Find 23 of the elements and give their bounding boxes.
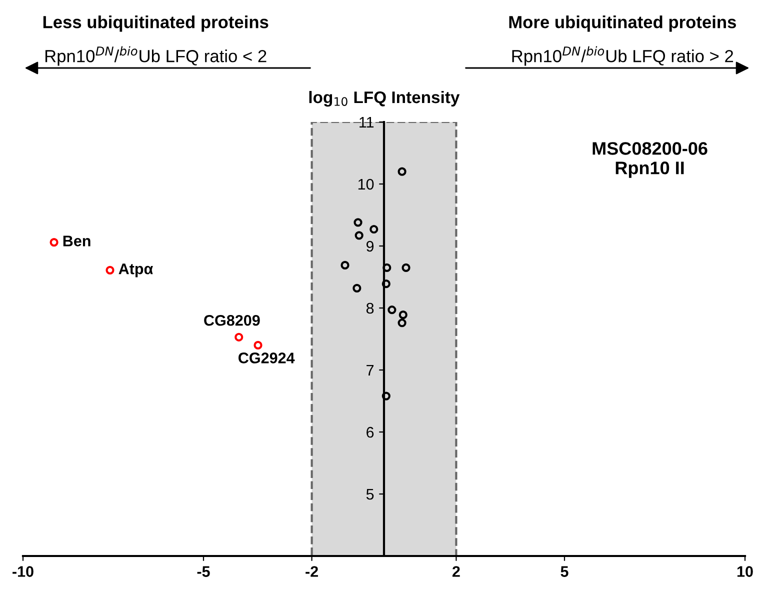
y-axis-title: log$_{10}$ LFQ Intensity: [309, 90, 460, 107]
y-tick-label: 6: [366, 426, 374, 438]
x-tick-label: -5: [197, 566, 210, 577]
annotation: Ben: [63, 236, 90, 246]
y-tick-label: 8: [366, 302, 374, 314]
annotation: CG2924: [238, 352, 295, 364]
x-tick-label: -2: [306, 566, 318, 577]
annotation: Atpα: [118, 264, 154, 278]
y-tick-label: 7: [366, 365, 374, 376]
x-tick-label: 2: [452, 566, 460, 577]
text: Rpn10$^{DN}$/$^{bio}$Ub LFQ ratio < 2: [45, 46, 266, 66]
y-tick-label: 5: [366, 489, 374, 500]
text: More ubiquitinated proteins: [509, 16, 736, 32]
x-tick-label: 10: [737, 566, 753, 577]
y-tick-label: 11: [360, 117, 374, 128]
text: Less ubiquitinated proteins: [43, 16, 268, 32]
y-tick-label: 10: [358, 178, 374, 190]
x-tick-label: -10: [12, 566, 34, 577]
annotation: CG8209: [204, 314, 260, 326]
x-tick-label: 5: [560, 566, 568, 577]
text: MSC08200-06 Rpn10 II: [592, 142, 708, 178]
y-tick-label: 9: [366, 240, 374, 252]
text: Rpn10$^{DN}$/$^{bio}$Ub LFQ ratio > 2: [512, 46, 734, 66]
